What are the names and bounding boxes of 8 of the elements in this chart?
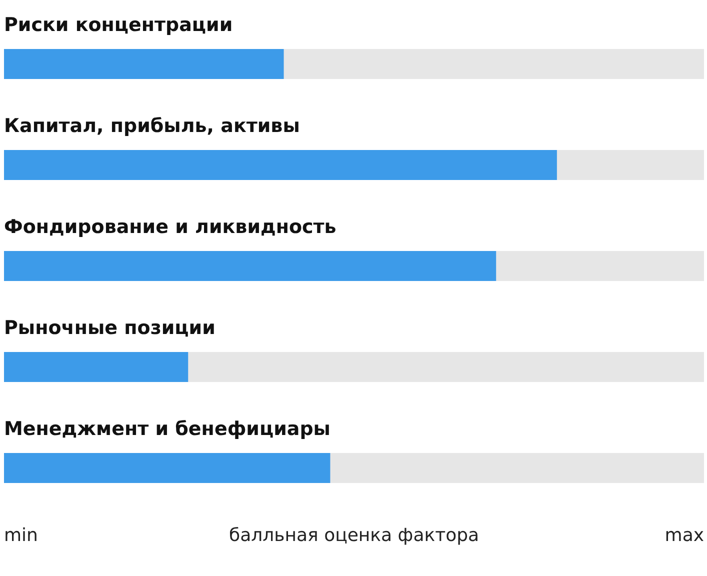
y-tick-label: Капитал, прибыль, активы — [4, 115, 300, 137]
y-tick-label: Рыночные позиции — [4, 317, 216, 339]
y-tick-label: Менеджмент и бенефициары — [4, 418, 330, 440]
x-axis-title: балльная оценка фактора — [228, 525, 480, 546]
y-tick-label: Фондирование и ликвидность — [4, 216, 336, 238]
text: min — [4, 525, 38, 546]
y-tick-label: Риски концентрации — [4, 14, 233, 36]
text: max — [664, 525, 704, 546]
